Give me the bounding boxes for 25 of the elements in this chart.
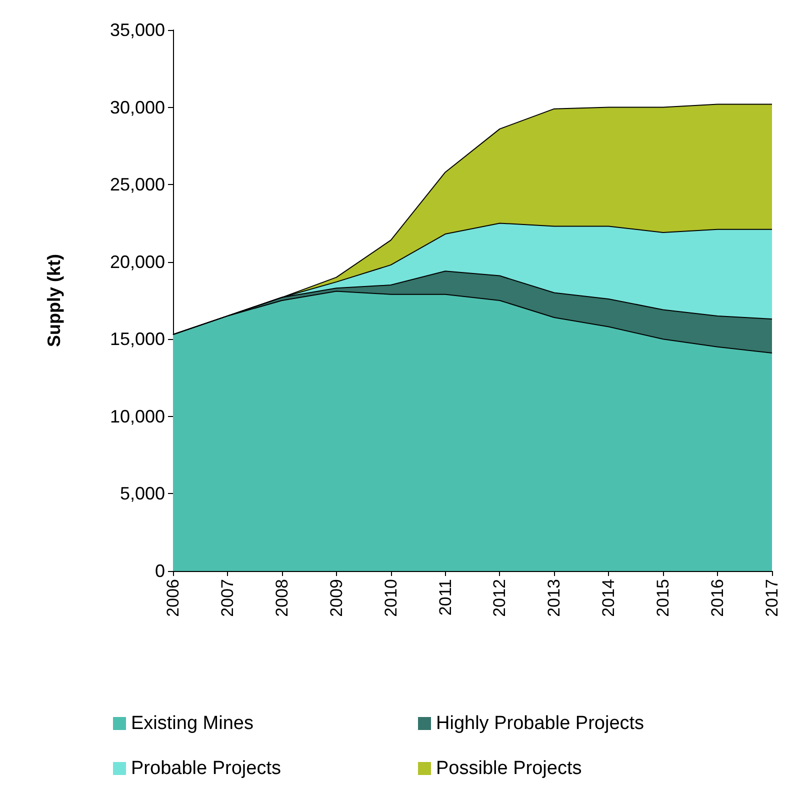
y-tick-label: 0 (154, 561, 165, 581)
y-tick-label: 10,000 (110, 406, 165, 426)
y-tick-label: 15,000 (110, 329, 165, 350)
legend-label: Highly Probable Projects (436, 713, 644, 734)
x-tick-label: 2011 (436, 579, 455, 616)
legend-label: Possible Projects (436, 758, 582, 779)
legend-label: Existing Mines (131, 713, 254, 734)
x-tick-label: 2014 (599, 579, 618, 617)
y-tick-label: 35,000 (110, 20, 165, 40)
legend-label: Probable Projects (131, 758, 281, 779)
x-tick-label: 2015 (654, 579, 673, 617)
x-tick-label: 2017 (762, 579, 782, 617)
x-tick-label: 2010 (381, 579, 400, 617)
y-axis-title: Supply (kt) (44, 254, 64, 347)
y-tick-label: 5,000 (120, 484, 165, 504)
x-tick-label: 2012 (490, 579, 510, 617)
x-tick-label: 2009 (326, 579, 346, 617)
x-tick-label: 2008 (272, 579, 292, 617)
y-tick-label: 20,000 (110, 252, 165, 272)
x-tick-label: 2007 (218, 579, 237, 617)
x-tick-label: 2013 (544, 579, 564, 617)
x-tick-label: 2006 (164, 579, 182, 617)
x-tick-label: 2016 (708, 579, 728, 617)
y-tick-label: 30,000 (110, 97, 165, 118)
y-tick-label: 25,000 (110, 174, 165, 195)
